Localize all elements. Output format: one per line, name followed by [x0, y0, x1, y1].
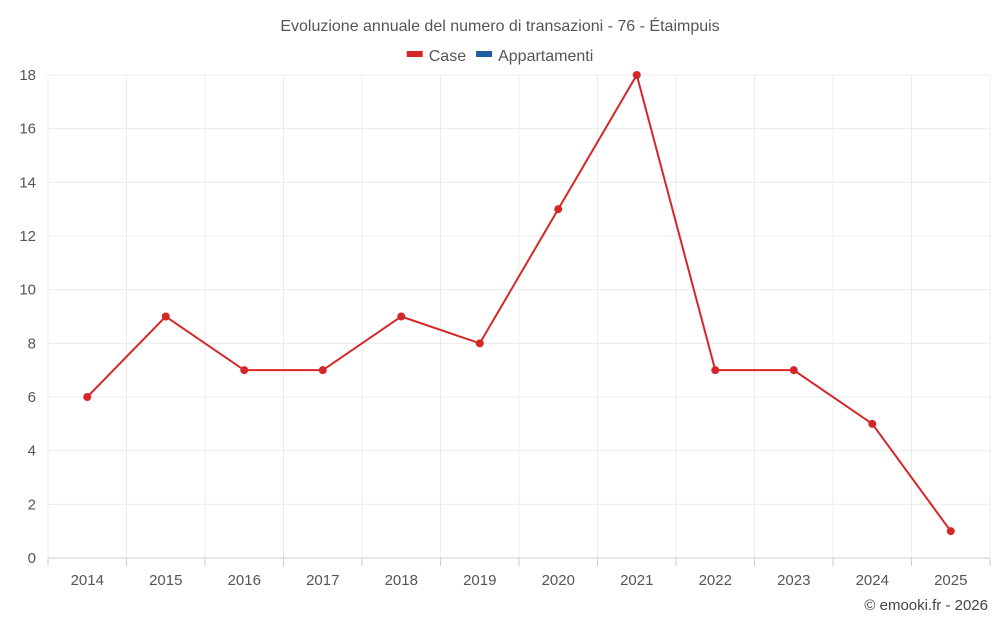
- data-point[interactable]: [789, 366, 798, 375]
- legend-swatch: [476, 51, 493, 57]
- y-tick-label: 2: [28, 496, 36, 513]
- legend-label: Appartamenti: [498, 48, 593, 65]
- x-tick-label: 2023: [777, 572, 810, 589]
- x-tick-label: 2017: [306, 572, 339, 589]
- x-tick-label: 2015: [149, 572, 182, 589]
- y-tick-label: 10: [19, 282, 36, 299]
- data-point[interactable]: [161, 312, 170, 321]
- data-point[interactable]: [711, 366, 720, 375]
- y-tick-label: 18: [19, 67, 36, 84]
- legend-swatch: [406, 51, 423, 57]
- data-point[interactable]: [946, 527, 955, 536]
- y-tick-label: 14: [19, 174, 36, 191]
- grid: [47, 74, 991, 559]
- y-tick-label: 16: [19, 121, 36, 138]
- y-tick-label: 8: [28, 335, 36, 352]
- x-tick-label: 2020: [542, 572, 575, 589]
- data-point[interactable]: [83, 393, 92, 401]
- data-point[interactable]: [554, 205, 563, 214]
- y-tick-label: 12: [19, 228, 36, 245]
- series-line-case: [86, 72, 952, 532]
- x-tick-label: 2025: [934, 572, 967, 589]
- y-tick-label: 4: [28, 443, 36, 460]
- legend: Case Appartamenti: [406, 48, 593, 65]
- credit-text: © emooki.fr - 2026: [864, 597, 988, 614]
- data-point[interactable]: [475, 339, 484, 348]
- x-tick-label: 2024: [856, 572, 889, 589]
- x-tick-label: 2021: [620, 572, 653, 589]
- legend-label: Case: [429, 48, 466, 65]
- y-tick-label: 6: [28, 389, 36, 406]
- x-tick-label: 2022: [699, 572, 732, 589]
- data-point[interactable]: [868, 419, 877, 428]
- data-point[interactable]: [632, 71, 641, 79]
- x-tick-label: 2016: [228, 572, 261, 589]
- x-tick-label: 2019: [463, 572, 496, 589]
- y-tick-label: 0: [28, 550, 36, 567]
- legend-item-appartamenti[interactable]: Appartamenti: [476, 48, 593, 65]
- y-axis-ticks: 0 2 4 6 8 10 12 14 16 18: [19, 67, 36, 567]
- data-point[interactable]: [240, 366, 249, 375]
- data-point[interactable]: [318, 366, 327, 375]
- x-tick-label: 2014: [71, 572, 104, 589]
- chart-title: Evoluzione annuale del numero di transaz…: [280, 16, 719, 35]
- series-layer: [83, 71, 955, 536]
- x-axis-ticks: 2014 2015 2016 2017 2018 2019 2020 2021 2022 2023…: [47, 558, 991, 589]
- legend-item-case[interactable]: Case: [406, 48, 466, 65]
- data-point[interactable]: [397, 312, 406, 321]
- x-tick-label: 2018: [385, 572, 418, 589]
